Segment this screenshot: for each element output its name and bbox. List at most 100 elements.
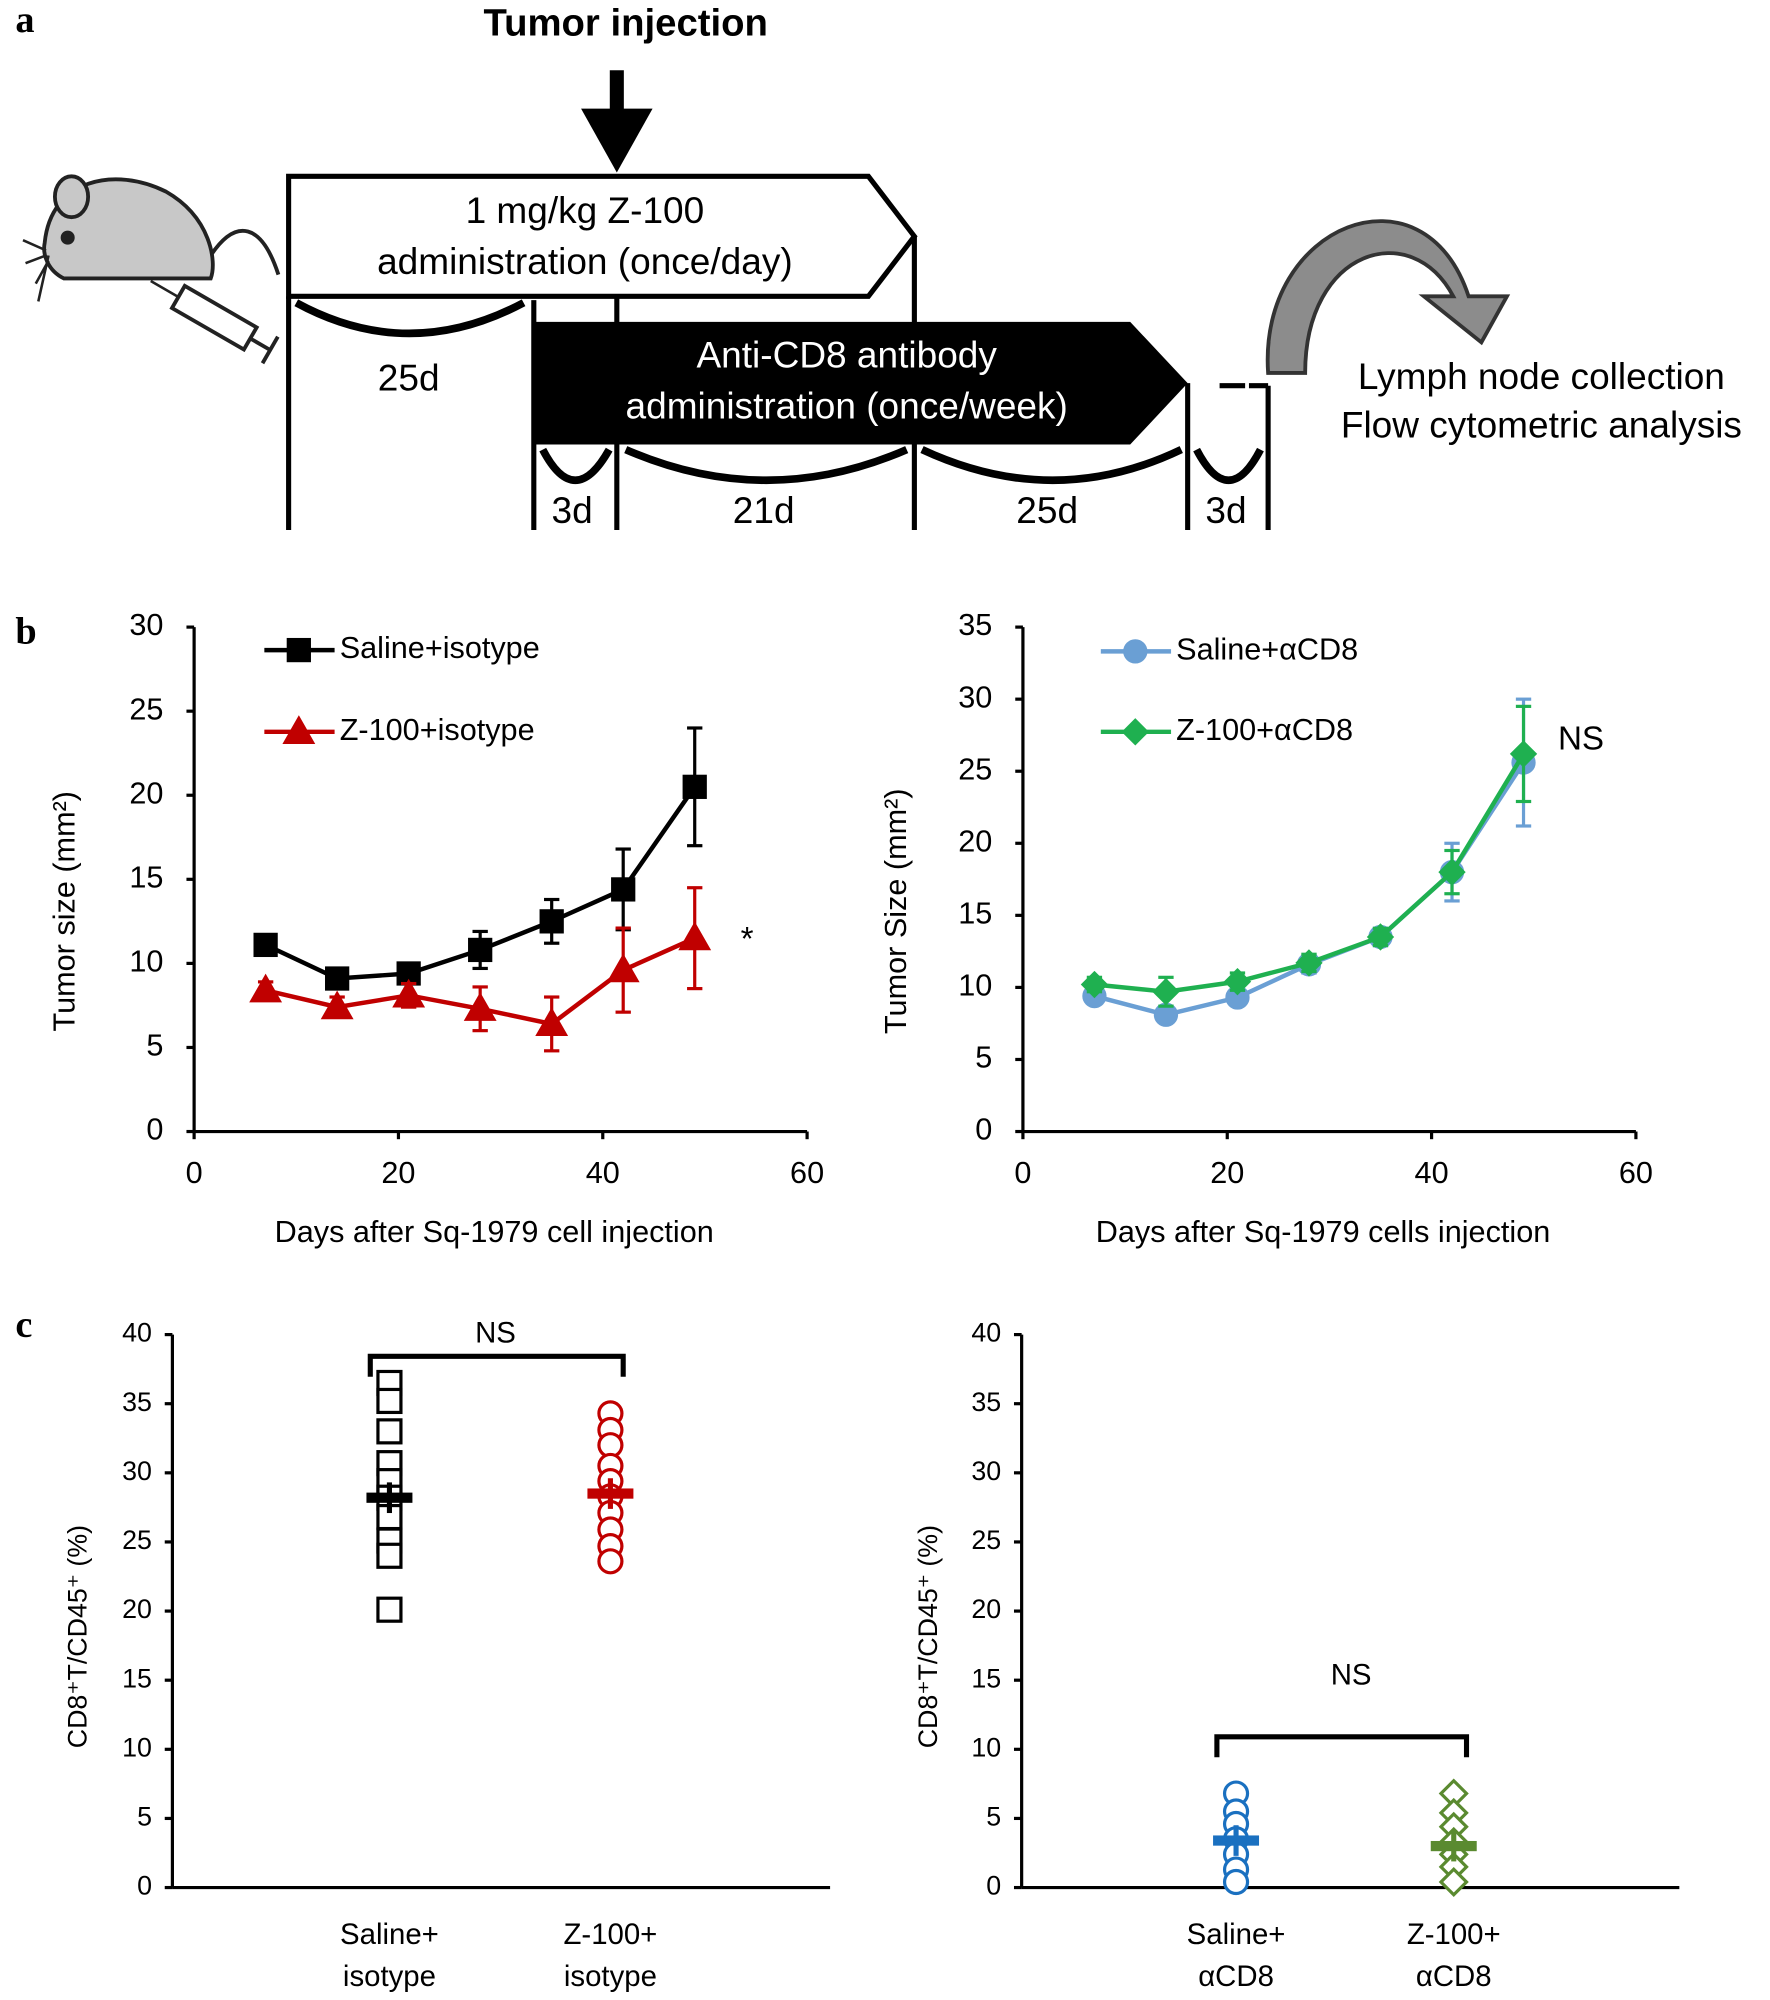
y-tick-label: 35 xyxy=(122,1387,152,1417)
y-tick-label: 0 xyxy=(146,1113,163,1147)
marker xyxy=(1438,858,1466,886)
outcome-text: Lymph node collection xyxy=(1358,355,1725,397)
x-tick-label-line: isotype xyxy=(343,1960,436,1993)
y-tick-label: 5 xyxy=(986,1802,1001,1832)
cd8-text: Anti-CD8 antibody xyxy=(696,333,997,375)
y-axis-title: Tumor size (mm²) xyxy=(48,791,82,1031)
marker xyxy=(1222,1868,1250,1896)
y-tick-label: 20 xyxy=(971,1594,1001,1624)
marker xyxy=(392,978,426,1008)
marker xyxy=(1295,949,1323,977)
marker xyxy=(611,877,636,902)
annotation: NS xyxy=(1558,721,1604,758)
x-tick-label-line: Saline+ xyxy=(340,1918,439,1951)
legend-label: Z-100+isotype xyxy=(340,713,535,747)
y-tick-label: 15 xyxy=(958,896,992,930)
z100-text: 1 mg/kg Z-100 xyxy=(466,189,705,231)
marker xyxy=(253,932,278,958)
y-tick-label: 40 xyxy=(122,1318,152,1348)
curved-arrow xyxy=(1265,219,1511,375)
y-tick-label: 25 xyxy=(971,1525,1001,1555)
x-tick-label: 0 xyxy=(186,1156,203,1190)
y-tick-label: 35 xyxy=(958,608,992,642)
x-tick-label: 20 xyxy=(381,1156,415,1190)
y-tick-label: 15 xyxy=(122,1663,152,1693)
x-tick-label: Z-100+ isotype xyxy=(563,1918,657,1993)
marker xyxy=(597,1548,624,1575)
legend-marker xyxy=(286,637,311,663)
y-tick-label: 15 xyxy=(129,860,163,894)
x-tick-label-line: αCD8 xyxy=(1198,1960,1274,1993)
x-tick-label-line: Z-100+ xyxy=(1407,1918,1501,1951)
marker xyxy=(325,966,350,991)
marker xyxy=(1509,740,1538,768)
cd8-text: administration (once/week) xyxy=(626,385,1068,427)
x-tick-label-line: αCD8 xyxy=(1416,1960,1492,1993)
marker xyxy=(539,909,564,934)
panel-label: a xyxy=(15,0,34,41)
legend-label: Saline+isotype xyxy=(340,631,540,665)
legend-marker xyxy=(1121,718,1149,746)
x-tick-label: 60 xyxy=(790,1156,824,1190)
mean-bar-stem xyxy=(386,1482,392,1514)
x-tick-label: 40 xyxy=(586,1156,620,1190)
y-tick-label: 10 xyxy=(122,1732,152,1762)
panel-a: a b c Tumor injection 1 mg/kg Z-100 admi… xyxy=(15,0,1742,1346)
y-tick-label: 30 xyxy=(971,1456,1001,1486)
cd8-box xyxy=(533,321,1188,445)
y-tick-label: 5 xyxy=(137,1802,152,1832)
mean-bar-stem xyxy=(1233,1825,1239,1856)
marker xyxy=(376,1596,403,1623)
x-tick-label-line: Z-100+ xyxy=(563,1918,657,1951)
y-tick-label: 10 xyxy=(971,1732,1001,1762)
x-tick-label: 60 xyxy=(1619,1156,1653,1190)
y-tick-label: 30 xyxy=(129,608,163,642)
marker xyxy=(682,774,707,799)
y-axis-title: CD8⁺T/CD45⁺ (%) xyxy=(62,1525,92,1748)
y-tick-label: 10 xyxy=(958,969,992,1003)
marker xyxy=(606,953,640,983)
x-tick-label: 20 xyxy=(1210,1156,1244,1190)
y-tick-label: 20 xyxy=(122,1594,152,1624)
y-tick-label: 0 xyxy=(137,1871,152,1901)
x-tick-label: 40 xyxy=(1415,1156,1449,1190)
mouse-icon xyxy=(22,174,281,365)
marker xyxy=(320,990,354,1020)
marker xyxy=(1223,967,1252,996)
y-tick-label: 10 xyxy=(129,944,163,978)
injection-label: Tumor injection xyxy=(484,2,768,45)
y-axis-title: Tumor Size (mm²) xyxy=(879,788,913,1034)
y-tick-label: 30 xyxy=(958,680,992,714)
legend-marker xyxy=(1123,639,1148,664)
legend-label: Z-100+αCD8 xyxy=(1176,713,1353,747)
interval-label: 25d xyxy=(378,356,440,398)
y-tick-label: 5 xyxy=(975,1041,992,1075)
injection-arrow-head xyxy=(581,108,653,173)
interval-label: 25d xyxy=(1016,489,1078,531)
y-axis-title: CD8⁺T/CD45⁺ (%) xyxy=(913,1525,943,1748)
x-tick-label: Saline+ isotype xyxy=(340,1918,439,1993)
mean-bar-stem xyxy=(607,1478,613,1509)
y-tick-label: 5 xyxy=(146,1029,163,1063)
panel-label: c xyxy=(15,1304,32,1346)
legend-label: Saline+αCD8 xyxy=(1176,632,1358,666)
y-tick-label: 20 xyxy=(958,824,992,858)
z100-text: administration (once/day) xyxy=(377,240,793,282)
annotation: NS xyxy=(1331,1659,1372,1692)
interval-label: 21d xyxy=(733,489,795,531)
annotation: * xyxy=(741,921,754,958)
marker xyxy=(249,973,283,1003)
marker xyxy=(468,937,493,963)
marker xyxy=(1438,1866,1469,1898)
x-axis-title: Days after Sq-1979 cell injection xyxy=(275,1215,714,1249)
outcome-text: Flow cytometric analysis xyxy=(1341,404,1742,446)
annotation: NS xyxy=(475,1316,516,1349)
x-axis-title: Days after Sq-1979 cells injection xyxy=(1096,1215,1551,1249)
y-tick-label: 20 xyxy=(129,776,163,810)
panel-label: b xyxy=(15,611,36,653)
significance-bracket xyxy=(1214,1734,1470,1758)
x-tick-label-line: isotype xyxy=(564,1960,657,1993)
marker xyxy=(678,921,712,951)
marker xyxy=(376,1418,403,1445)
mean-bar-stem xyxy=(1451,1830,1457,1862)
